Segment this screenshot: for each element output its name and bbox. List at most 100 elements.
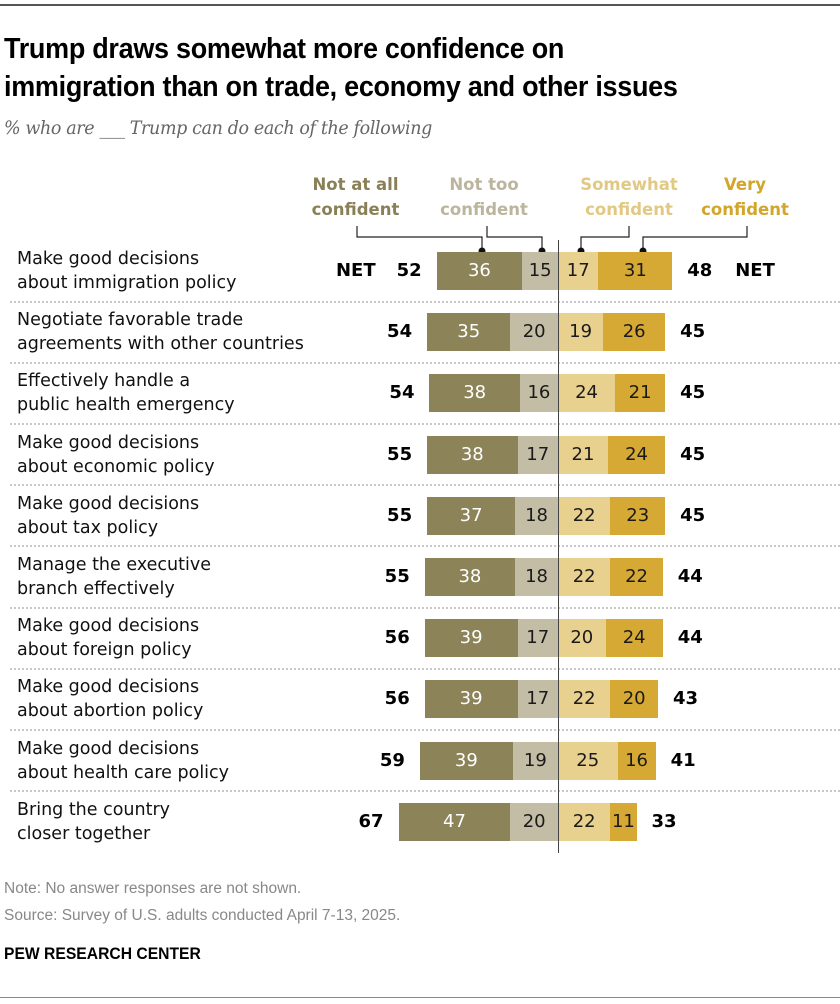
chart-source: Source: Survey of U.S. adults conducted … (4, 907, 401, 924)
legend-label-line-1: Very (724, 175, 766, 194)
row-label-line: Make good decisions (17, 493, 200, 514)
bar-segment-very: 22 (610, 558, 663, 596)
bar-segment-not-too: 17 (517, 680, 558, 719)
bar-segment-somewhat: 24 (558, 374, 616, 413)
legend-very-confident: Very confident (690, 172, 800, 222)
bar-segment-somewhat: 22 (558, 802, 611, 841)
bar-segment-not-too: 15 (522, 252, 558, 290)
net-label-right: NET (735, 260, 775, 281)
bar-segment-somewhat: 21 (558, 435, 608, 474)
bar-segment-not-at-all: 38 (427, 435, 518, 474)
legend-brackets (356, 226, 748, 255)
row-separator (10, 545, 840, 548)
net-confident-value: 41 (670, 749, 696, 771)
net-confident-value: 48 (687, 260, 713, 281)
bar-segment-not-at-all: 36 (436, 252, 523, 290)
net-label-left: NET (335, 260, 376, 281)
row-label-line: branch effectively (17, 579, 175, 599)
row-separator (10, 606, 840, 609)
row-label-line: public health emergency (17, 395, 235, 416)
legend-label-line-1: Not too (449, 175, 519, 194)
row-label-line: about economic policy (17, 456, 215, 477)
bar-segment-not-at-all: 47 (398, 802, 511, 841)
legend-label-line-2: confident (701, 200, 789, 219)
legend-label-line-2: confident (440, 200, 528, 219)
row-label-line: Bring the country (17, 799, 171, 820)
net-confident-value: 33 (651, 810, 677, 832)
row-label-line: Make good decisions (17, 249, 200, 269)
row-label-line: about health care policy (17, 762, 230, 783)
bar-segment-very: 24 (607, 435, 666, 474)
row-label-line: about foreign policy (17, 640, 192, 661)
bar-segment-not-too: 20 (510, 802, 558, 841)
row-label: Make good decisions about immigration pol… (17, 247, 237, 295)
chart-title-line-1: Trump draws somewhat more confidence on (4, 33, 565, 65)
pew-research-center-logo: PEW RESEARCH CENTER (4, 945, 201, 963)
bar-segment-not-at-all: 35 (427, 313, 511, 352)
bar-segment-somewhat: 17 (558, 252, 599, 290)
bar-segment-not-too: 18 (515, 558, 558, 596)
net-confident-value: 45 (680, 321, 706, 343)
net-not-confident-value: 55 (387, 504, 413, 526)
legend-bracket-not-too (486, 226, 543, 250)
net-confident-value: 45 (680, 382, 706, 404)
bar-segment-not-at-all: 37 (427, 496, 516, 535)
row-label: Make good decisions about foreign policy (17, 614, 199, 662)
net-confident-value: 44 (677, 627, 703, 649)
net-not-confident-value: 55 (384, 566, 410, 587)
bar-segment-somewhat: 19 (558, 313, 604, 352)
net-not-confident-value: 56 (384, 688, 410, 710)
row-label: Effectively handle a public health emerge… (17, 369, 235, 417)
row-separator (10, 667, 840, 670)
legend-label-line-2: confident (311, 200, 400, 219)
net-not-confident-value: 59 (379, 749, 405, 771)
legend-label-line-1: Not at all (312, 175, 399, 194)
bar-segment-very: 24 (605, 619, 663, 658)
bar-segment-not-at-all: 38 (424, 558, 516, 596)
row-label-line: closer together (17, 823, 151, 844)
bar-segment-very: 21 (615, 374, 666, 413)
chart-title: Trump draws somewhat more confidence on … (4, 30, 776, 106)
row-label-line: about abortion policy (17, 701, 204, 722)
net-confident-value: 43 (672, 688, 699, 710)
net-confident-value: 45 (680, 504, 706, 526)
net-not-confident-value: 54 (387, 321, 413, 343)
row-label-line: Effectively handle a (17, 371, 191, 392)
chart-note: Note: No answer responses are not shown. (4, 880, 302, 897)
bar-segment-very: 11 (610, 802, 637, 841)
bar-segment-very: 31 (598, 252, 673, 290)
bar-segment-somewhat: 20 (558, 619, 606, 658)
row-label: Bring the country closer together (17, 798, 170, 846)
bottom-rule (0, 997, 840, 998)
legend-bracket-somewhat (580, 226, 630, 250)
row-label: Make good decisions about economic policy (17, 431, 215, 479)
net-not-confident-value: 67 (358, 810, 384, 832)
legend-label-line-2: confident (585, 200, 673, 219)
row-separator (10, 790, 840, 793)
row-label-line: agreements with other countries (17, 334, 304, 355)
bar-segment-not-at-all: 39 (419, 741, 513, 780)
bar-segment-very: 23 (610, 496, 666, 535)
bar-segment-not-at-all: 38 (429, 374, 520, 413)
bar-segment-not-too: 16 (519, 374, 558, 413)
bar-segment-not-too: 17 (517, 619, 558, 658)
net-confident-value: 45 (680, 443, 706, 465)
bar-segment-somewhat: 22 (558, 496, 611, 535)
row-label-line: about tax policy (17, 517, 159, 538)
legend-label-line-1: Somewhat (580, 175, 678, 194)
row-label-line: Make good decisions (17, 738, 200, 759)
legend-bracket-not-at-all (356, 226, 483, 250)
row-label-line: Make good decisions (17, 677, 200, 698)
bar-segment-not-too: 18 (515, 496, 558, 535)
bar-segment-somewhat: 25 (558, 741, 618, 780)
chart-subtitle: % who are ___ Trump can do each of the f… (4, 117, 432, 139)
row-separator (10, 729, 840, 731)
bar-segment-not-at-all: 39 (424, 680, 518, 719)
row-label-line: Manage the executive (17, 555, 211, 575)
top-rule (0, 4, 840, 6)
row-separator (10, 484, 840, 487)
row-label-line: Make good decisions (17, 432, 200, 453)
net-not-confident-value: 56 (384, 627, 410, 649)
row-separator (10, 423, 840, 425)
row-separator (10, 361, 840, 364)
